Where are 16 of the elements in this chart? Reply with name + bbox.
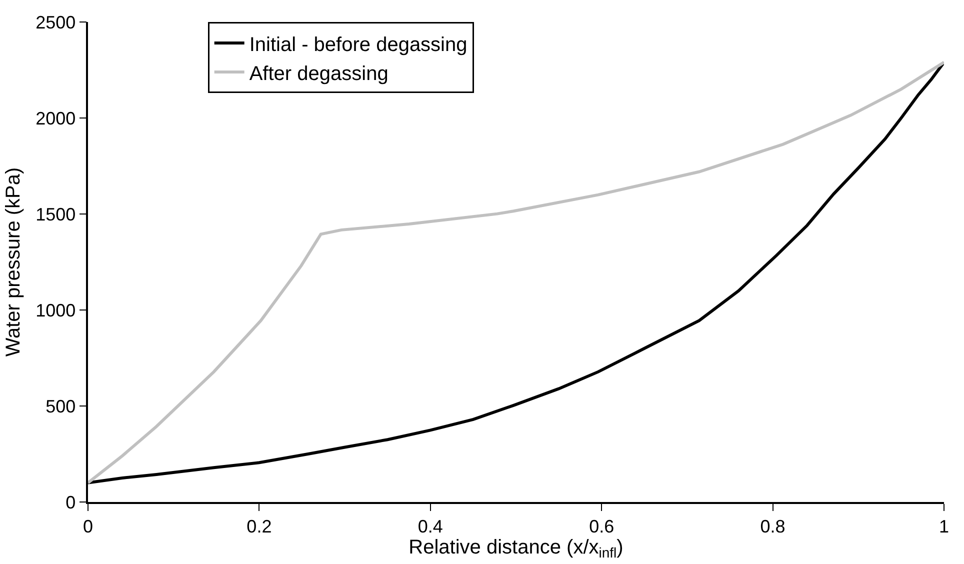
x-tick-label: 0.8	[760, 516, 786, 536]
y-tick-label: 0	[66, 492, 76, 512]
legend-label: After degassing	[249, 62, 388, 85]
x-tick-label: 0.4	[418, 516, 443, 536]
y-tick-label: 2500	[36, 12, 76, 32]
x-axis-title: Relative distance (x/x$_{infl}$)	[408, 536, 624, 561]
y-tick-label: 1000	[36, 300, 76, 320]
x-tick-label: 0.2	[246, 516, 272, 536]
y-axis-title: Water pressure (kPa)	[2, 167, 25, 357]
x-tick-label: 1	[938, 516, 950, 536]
x-tick-label: 0.6	[589, 516, 614, 536]
y-tick-label: 500	[46, 396, 76, 416]
y-tick-label: 2000	[36, 108, 76, 128]
y-tick-label: 1500	[36, 204, 76, 224]
legend-label: Initial - before degassing	[249, 34, 468, 56]
x-tick-label: 0	[82, 516, 94, 536]
